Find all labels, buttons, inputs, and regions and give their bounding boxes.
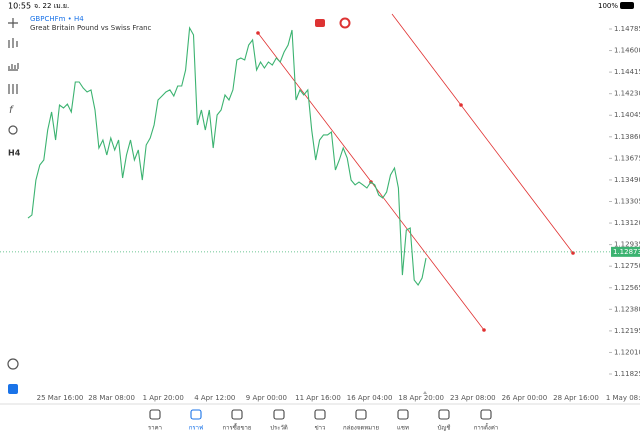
x-tick-label: 4 Apr 12:00 xyxy=(194,394,235,402)
y-tick-label: 1.12380 xyxy=(614,305,640,313)
trend-line[interactable] xyxy=(391,13,574,254)
nav-label: การซื้อขาย xyxy=(223,422,252,432)
nav-label: ประวัติ xyxy=(270,425,288,432)
y-tick-label: 1.11825 xyxy=(614,370,640,378)
indicators-icon[interactable] xyxy=(8,63,19,71)
nav-label: การตั้งค่า xyxy=(474,422,498,432)
y-tick-label: 1.14415 xyxy=(614,68,640,76)
y-tick-label: 1.13490 xyxy=(614,176,640,184)
chart-type-icon[interactable] xyxy=(8,38,18,48)
y-tick-label: 1.14785 xyxy=(614,25,640,33)
app-icon[interactable] xyxy=(8,384,18,394)
nav-icon xyxy=(438,409,450,420)
y-tick-label: 1.12935 xyxy=(614,241,640,249)
current-price-box xyxy=(611,246,640,257)
nav-item[interactable]: แชท xyxy=(397,409,409,432)
y-tick-label: 1.14230 xyxy=(614,90,640,98)
y-tick-label: 1.13860 xyxy=(614,133,640,141)
y-tick-label: 1.13305 xyxy=(614,198,640,206)
price-line xyxy=(27,26,427,286)
scroll-marker xyxy=(423,391,427,394)
y-tick-label: 1.12195 xyxy=(614,327,640,335)
objects-icon[interactable] xyxy=(8,125,18,135)
symbol-description: Great Britain Pound vs Swiss Franc xyxy=(30,24,152,32)
x-tick-label: 16 Apr 04:00 xyxy=(347,394,393,402)
sell-button[interactable] xyxy=(315,19,325,27)
current-price-label: 1.12873 xyxy=(613,248,640,256)
nav-icon xyxy=(397,409,409,420)
x-tick-label: 18 Apr 20:00 xyxy=(398,394,444,402)
nav-label: บัญชี xyxy=(438,424,451,432)
nav-item[interactable]: ราคา xyxy=(148,409,162,432)
nav-label: ราคา xyxy=(148,425,162,432)
x-tick-label: 11 Apr 16:00 xyxy=(295,394,341,402)
settings-icon[interactable] xyxy=(8,84,18,94)
nav-item[interactable]: การซื้อขาย xyxy=(223,409,252,432)
nav-icon xyxy=(355,409,367,420)
x-tick-label: 26 Apr 00:00 xyxy=(502,394,548,402)
status-time: 10:55 xyxy=(8,2,31,11)
trend-point[interactable] xyxy=(482,328,486,332)
y-tick-label: 1.12010 xyxy=(614,348,640,356)
nav-label: แชท xyxy=(397,425,409,432)
y-tick-label: 1.12750 xyxy=(614,262,640,270)
nav-label: กล่องจดหมาย xyxy=(343,425,379,432)
y-tick-label: 1.14600 xyxy=(614,47,640,55)
status-battery: 100% xyxy=(598,2,618,10)
buy-button[interactable] xyxy=(339,17,351,29)
x-tick-label: 28 Apr 16:00 xyxy=(553,394,599,402)
y-tick-label: 1.13675 xyxy=(614,154,640,162)
nav-icon xyxy=(314,409,326,420)
nav-label: กราฟ xyxy=(189,425,203,432)
nav-item[interactable]: ข่าว xyxy=(314,409,326,432)
trend-point[interactable] xyxy=(256,31,260,35)
search-icon[interactable] xyxy=(7,358,19,370)
nav-item[interactable]: กราฟ xyxy=(189,409,203,432)
x-tick-label: 1 Apr 20:00 xyxy=(143,394,184,402)
nav-icon xyxy=(480,409,492,420)
nav-icon xyxy=(231,409,243,420)
nav-item[interactable]: บัญชี xyxy=(438,409,451,432)
x-tick-label: 9 Apr 00:00 xyxy=(246,394,287,402)
y-tick-label: 1.12565 xyxy=(614,284,640,292)
x-tick-label: 28 Mar 08:00 xyxy=(88,394,135,402)
x-tick-label: 23 Apr 08:00 xyxy=(450,394,496,402)
x-tick-label: 1 May 08:00 xyxy=(606,394,640,402)
function-icon[interactable]: f xyxy=(9,105,14,116)
nav-icon xyxy=(273,409,285,420)
left-toolbar: f H4 xyxy=(7,18,21,394)
trend-point[interactable] xyxy=(459,103,463,107)
trend-lines xyxy=(256,13,575,332)
nav-item[interactable]: การตั้งค่า xyxy=(474,409,498,432)
nav-icon xyxy=(190,409,202,420)
nav-item[interactable]: กล่องจดหมาย xyxy=(343,409,379,432)
x-tick-label: 25 Mar 16:00 xyxy=(37,394,84,402)
crosshair-icon[interactable] xyxy=(8,18,18,28)
timeframe[interactable]: H4 xyxy=(8,149,21,158)
status-date: จ. 22 เม.ย. xyxy=(34,2,69,10)
y-tick-label: 1.13120 xyxy=(614,219,640,227)
y-tick-label: 1.14045 xyxy=(614,111,640,119)
symbol[interactable]: GBPCHFm • H4 xyxy=(30,15,84,23)
nav-icon xyxy=(149,409,161,420)
nav-item[interactable]: ประวัติ xyxy=(270,409,288,432)
battery-icon xyxy=(620,2,634,9)
nav-label: ข่าว xyxy=(315,425,326,432)
